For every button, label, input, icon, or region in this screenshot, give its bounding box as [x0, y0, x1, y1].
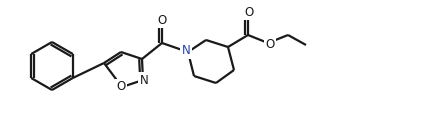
Text: N: N: [140, 74, 149, 86]
Text: O: O: [265, 38, 275, 51]
Text: O: O: [244, 5, 254, 18]
Text: N: N: [181, 45, 190, 57]
Text: O: O: [116, 80, 126, 93]
Text: O: O: [158, 14, 166, 26]
